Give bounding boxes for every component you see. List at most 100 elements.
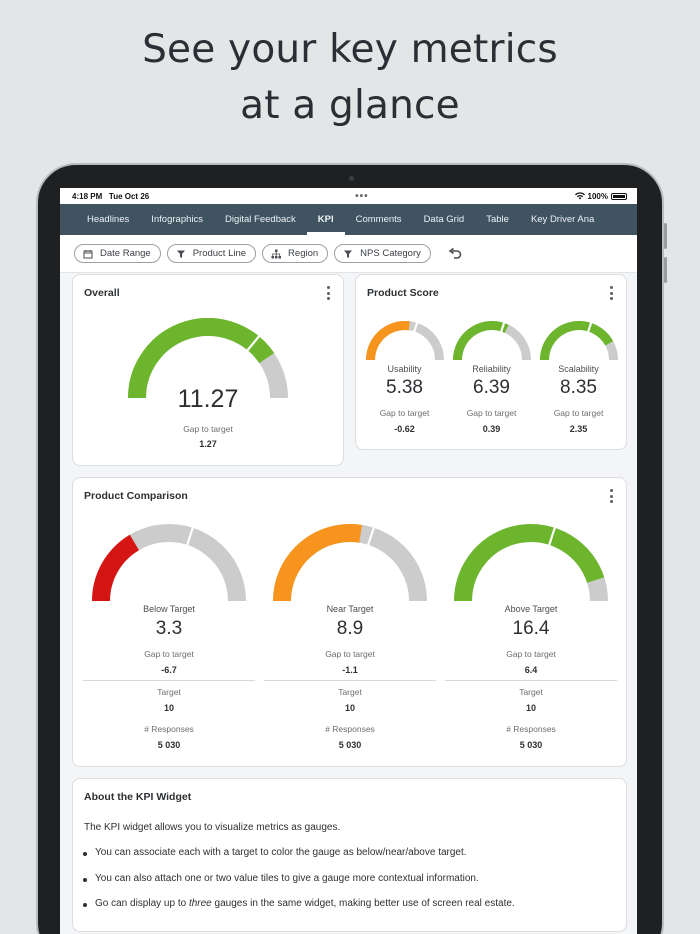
score-value: 8.35 <box>560 377 597 398</box>
tab-key-driver-ana[interactable]: Key Driver Ana <box>530 214 595 225</box>
score-gauge-arc <box>453 321 531 360</box>
product-score-more-icon[interactable] <box>609 286 613 300</box>
tab-headlines[interactable]: Headlines <box>87 214 130 225</box>
score-gauge-arc <box>540 321 618 360</box>
tab-data-grid[interactable]: Data Grid <box>423 214 465 225</box>
score-gap-label: Gap to target <box>466 408 517 418</box>
score-gap-value: 0.39 <box>482 424 501 434</box>
gauge-value-arc <box>453 321 509 360</box>
tab-digital-feedback[interactable]: Digital Feedback <box>225 214 296 225</box>
comparison-target-value: 10 <box>344 703 355 713</box>
score-gauge-scalability: Scalability 8.35 Gap to target 2.35 <box>535 275 622 449</box>
comparison-responses-label: # Responses <box>325 724 375 734</box>
score-gap-value: 2.35 <box>569 424 588 434</box>
comparison-gap-value: 6.4 <box>524 665 538 675</box>
overall-card: Overall 11.27 Gap to target 1.27 <box>72 274 344 466</box>
comparison-name: Below Target <box>143 604 195 614</box>
status-bar: 4:18 PM Tue Oct 26 ••• 100% <box>60 188 637 204</box>
volume-up-button <box>664 223 667 249</box>
score-value: 6.39 <box>473 377 510 398</box>
undo-icon[interactable] <box>447 246 463 262</box>
comparison-value: 16.4 <box>512 618 550 639</box>
comparison-gauge-below-target: Below Target 3.3 Gap to target -6.7 Target 10… <box>83 478 255 766</box>
volume-down-button <box>664 257 667 283</box>
score-gap-label: Gap to target <box>553 408 604 418</box>
comparison-target-label: Target <box>338 687 362 697</box>
comparison-responses-value: 5 030 <box>519 740 543 750</box>
camera-icon <box>349 176 354 181</box>
gauge-target-marker <box>246 334 261 352</box>
score-value: 5.38 <box>386 377 423 398</box>
overall-value: 11.27 <box>177 385 239 413</box>
filter-bar: Date Range Product Line Region NPS Category <box>60 235 637 273</box>
comparison-gap-label: Gap to target <box>506 649 556 659</box>
comparison-divider <box>445 680 617 681</box>
score-gap-value: -0.62 <box>394 424 415 434</box>
about-title: About the KPI Widget <box>84 791 192 803</box>
comparison-gap-label: Gap to target <box>144 649 194 659</box>
gauge-value-arc <box>454 524 605 601</box>
product-comparison-card: Product Comparison Below Target 3.3 Gap to… <box>72 477 627 767</box>
comparison-name: Near Target <box>326 604 374 614</box>
gauge-target-marker <box>547 526 557 547</box>
comparison-divider <box>83 680 255 681</box>
product-score-title: Product Score <box>367 287 439 299</box>
filter-chip-label: Date Range <box>100 248 151 259</box>
promo-headline-line2: at a glance <box>240 83 460 128</box>
product-comparison-more-icon[interactable] <box>609 489 613 503</box>
score-name: Usability <box>387 364 422 374</box>
comparison-value: 3.3 <box>155 618 183 639</box>
filter-icon <box>343 249 353 259</box>
product-comparison-title: Product Comparison <box>84 490 188 502</box>
comparison-gauge-above-target: Above Target 16.4 Gap to target 6.4 Target 10… <box>445 478 617 766</box>
battery-icon <box>610 192 627 200</box>
gauge-value-arc <box>128 318 275 398</box>
about-bullet-1: You can associate each with a target to … <box>83 847 467 858</box>
promo-headline: See your key metrics at a glance <box>0 22 700 134</box>
status-time-date: 4:18 PM Tue Oct 26 <box>72 192 149 201</box>
about-bullet-2: You can also attach one or two value til… <box>83 873 479 884</box>
comparison-gap-value: -6.7 <box>161 665 177 675</box>
comparison-target-label: Target <box>519 687 543 697</box>
filter-chip-date-range[interactable]: Date Range <box>74 244 161 263</box>
score-gauge-reliability: Reliability 6.39 Gap to target 0.39 <box>448 275 535 449</box>
overall-more-icon[interactable] <box>326 286 330 300</box>
comparison-gap-label: Gap to target <box>325 649 375 659</box>
filter-chip-region[interactable]: Region <box>262 244 329 263</box>
gauge-value-arc <box>366 321 410 360</box>
wifi-icon <box>574 192 585 200</box>
tab-kpi[interactable]: KPI <box>306 204 345 235</box>
filter-chip-product-line[interactable]: Product Line <box>166 244 257 263</box>
gauge-target-marker <box>412 321 419 333</box>
battery-percent: 100% <box>587 191 608 201</box>
comparison-gauge-arc <box>454 524 608 601</box>
score-name: Scalability <box>558 364 599 374</box>
promo-headline-line1: See your key metrics <box>142 27 558 72</box>
gauge-value-arc <box>273 524 363 601</box>
gauge-target-marker <box>366 526 376 547</box>
comparison-divider <box>264 680 436 681</box>
status-time: 4:18 PM <box>72 191 103 201</box>
filter-chip-nps-category[interactable]: NPS Category <box>334 244 431 263</box>
comparison-responses-label: # Responses <box>144 724 194 734</box>
about-bullet-3-em: three <box>188 898 212 909</box>
score-gap-label: Gap to target <box>379 408 430 418</box>
comparison-value: 8.9 <box>336 618 364 639</box>
comparison-name: Above Target <box>504 604 558 614</box>
comparison-gauge-arc <box>273 524 427 601</box>
gauge-value-arc <box>92 534 140 601</box>
tab-infographics[interactable]: Infographics <box>151 214 204 225</box>
tab-comments[interactable]: Comments <box>355 214 402 225</box>
status-date: Tue Oct 26 <box>108 191 150 201</box>
tab-table[interactable]: Table <box>486 214 509 225</box>
filter-chip-label: Region <box>288 248 319 259</box>
multitask-dots-icon[interactable]: ••• <box>355 190 369 202</box>
app-screen: 4:18 PM Tue Oct 26 ••• 100% Headlines Inf… <box>60 188 637 934</box>
about-bullet-3-after: gauges in the same widget, making better… <box>211 898 515 909</box>
comparison-gauge-near-target: Near Target 8.9 Gap to target -1.1 Target 10 #… <box>264 478 436 766</box>
filter-chip-label: Product Line <box>192 248 247 259</box>
filter-icon <box>176 249 186 259</box>
about-intro: The KPI widget allows you to visualize m… <box>84 822 341 833</box>
comparison-target-value: 10 <box>163 703 174 713</box>
product-score-card: Product Score Usability 5.38 Gap to target… <box>355 274 627 450</box>
